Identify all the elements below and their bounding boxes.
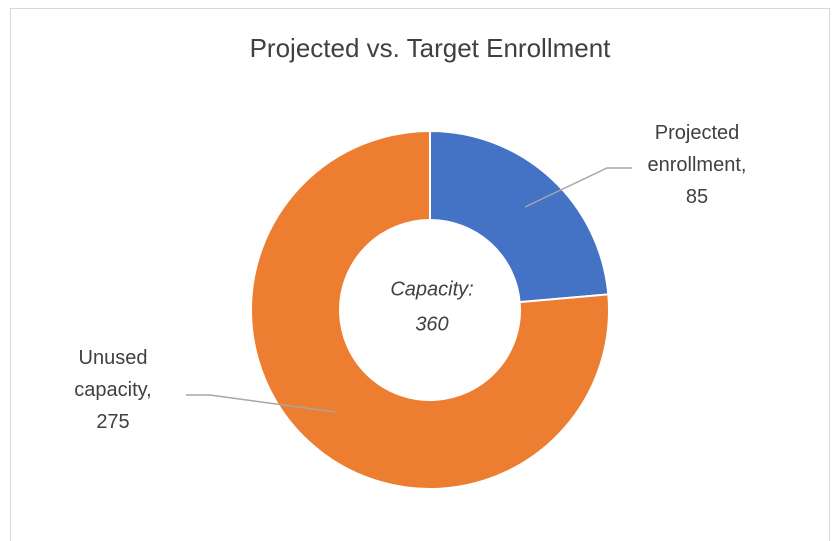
chart-title: Projected vs. Target Enrollment — [250, 33, 612, 63]
leader-line — [524, 167, 632, 208]
donut-slice — [250, 129, 610, 490]
label-value: 85 — [685, 186, 709, 208]
label-separator: , — [146, 379, 152, 401]
center-value: 360 — [415, 313, 448, 335]
data-label: Unused capacity, 275 — [48, 342, 178, 438]
label-value: 275 — [96, 411, 130, 433]
label-category: Unused capacity — [74, 347, 148, 401]
label-separator: , — [740, 154, 747, 176]
donut-slice — [429, 129, 610, 304]
leader-line — [186, 394, 336, 413]
center-label: Capacity: — [390, 278, 473, 300]
data-label: Projected enrollment, 85 — [622, 117, 772, 213]
slices — [250, 129, 610, 490]
label-category: Projected enrollment — [647, 122, 741, 176]
